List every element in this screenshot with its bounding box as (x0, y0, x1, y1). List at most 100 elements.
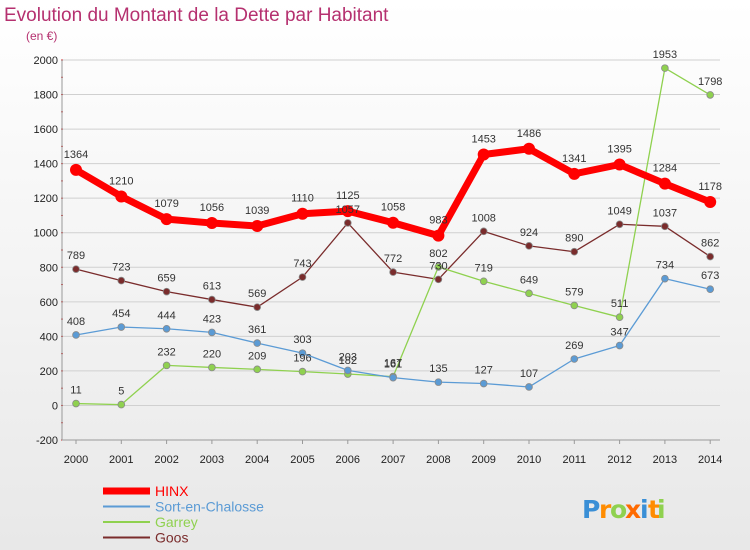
y-tick-label: 1200 (34, 193, 58, 205)
y-tick-label: 2000 (34, 55, 58, 67)
data-point-garrey (570, 301, 579, 310)
data-label-garrey: 5 (118, 386, 124, 398)
data-label-hinx: 1284 (653, 163, 677, 175)
logo-letter: o (610, 495, 627, 524)
data-label-hinx: 1364 (64, 149, 88, 161)
data-point-garrey (706, 91, 714, 99)
data-label-goos: 569 (248, 288, 266, 300)
x-tick-label: 2014 (698, 454, 722, 466)
data-label-goos: 1049 (607, 205, 631, 217)
x-tick-label: 2000 (64, 454, 88, 466)
data-label-garrey: 1953 (653, 49, 677, 61)
data-label-sort-en-chalosse: 408 (67, 316, 85, 328)
logo-letter: i (640, 495, 649, 524)
data-label-sort-en-chalosse: 454 (112, 308, 130, 320)
logo-letter: P (582, 495, 600, 524)
data-label-sort-en-chalosse: 673 (701, 270, 719, 282)
x-tick-label: 2007 (381, 454, 405, 466)
grid-lines (62, 59, 720, 441)
data-label-sort-en-chalosse: 161 (384, 359, 402, 371)
data-point-sort-en-chalosse (389, 373, 397, 382)
y-tick-label: 1600 (34, 124, 58, 136)
data-label-goos: 789 (67, 250, 85, 262)
data-point-garrey (525, 289, 533, 298)
y-tick-label: -200 (36, 435, 58, 447)
legend-label-goos: Goos (155, 530, 188, 546)
data-label-garrey: 232 (157, 346, 175, 358)
data-label-sort-en-chalosse: 444 (157, 310, 175, 322)
logo-letter: i (657, 495, 666, 524)
data-point-goos (343, 219, 352, 227)
data-label-garrey: 1798 (698, 76, 722, 88)
chart-subtitle: (en €) (26, 29, 57, 43)
x-tick-label: 2013 (653, 454, 677, 466)
data-point-hinx (205, 217, 218, 230)
data-labels: 789 723 659 613 569 743 1057 772 730 1008 924 890 10… (64, 49, 723, 397)
x-tick-label: 2005 (290, 454, 314, 466)
data-point-goos (570, 247, 579, 256)
data-point-hinx (704, 195, 717, 208)
x-tick-label: 2009 (471, 454, 495, 466)
data-point-goos (525, 242, 533, 250)
data-point-goos (615, 220, 624, 229)
data-label-hinx: 983 (429, 215, 447, 227)
y-tick-label: 1000 (34, 228, 58, 240)
x-tick-label: 2004 (245, 454, 269, 466)
x-tick-label: 2001 (109, 454, 133, 466)
data-label-goos: 743 (293, 258, 311, 270)
y-tick-label: 1400 (34, 159, 58, 171)
data-point-sort-en-chalosse (253, 339, 262, 347)
data-point-hinx (160, 213, 173, 226)
data-point-garrey (117, 400, 126, 409)
data-point-goos (389, 268, 397, 276)
data-point-sort-en-chalosse (72, 331, 80, 339)
data-point-goos (208, 295, 216, 304)
data-point-hinx (296, 207, 309, 220)
data-point-hinx (341, 205, 354, 218)
data-label-garrey: 182 (339, 355, 357, 367)
y-tick-label: 600 (40, 297, 58, 309)
data-label-hinx: 1210 (109, 175, 133, 187)
data-label-hinx: 1453 (471, 133, 495, 145)
data-label-goos: 1037 (653, 207, 677, 219)
data-point-goos (162, 287, 171, 296)
legend-label-hinx: HINX (155, 483, 189, 499)
data-label-sort-en-chalosse: 303 (293, 334, 311, 346)
data-label-goos: 772 (384, 253, 402, 265)
data-label-sort-en-chalosse: 361 (248, 324, 266, 336)
chart-title: Evolution du Montant de la Dette par Hab… (4, 5, 389, 26)
data-point-hinx (658, 177, 671, 190)
data-point-hinx (387, 216, 400, 229)
data-label-hinx: 1058 (381, 202, 405, 214)
legend-label-sort-en-chalosse: Sort-en-Chalosse (155, 499, 264, 515)
data-point-goos (706, 252, 714, 261)
data-point-hinx (432, 229, 445, 242)
data-point-hinx (477, 148, 490, 161)
y-tick-label: 0 (52, 400, 58, 412)
data-point-garrey (615, 313, 624, 321)
data-label-goos: 613 (203, 281, 221, 293)
data-point-hinx (70, 163, 82, 176)
data-label-sort-en-chalosse: 269 (565, 340, 583, 352)
data-label-garrey: 511 (611, 298, 629, 310)
data-point-sort-en-chalosse (343, 366, 352, 375)
x-tick-label: 2011 (562, 454, 586, 466)
data-label-sort-en-chalosse: 135 (429, 363, 447, 375)
data-point-garrey (434, 263, 443, 271)
data-label-goos: 1057 (336, 204, 360, 216)
data-label-hinx: 1110 (291, 193, 314, 205)
data-label-hinx: 1039 (245, 205, 269, 217)
data-point-sort-en-chalosse (479, 379, 488, 388)
data-label-sort-en-chalosse: 734 (656, 260, 674, 272)
x-tick-label: 2002 (154, 454, 178, 466)
data-point-goos (253, 303, 262, 311)
data-point-sort-en-chalosse (525, 383, 533, 391)
data-label-goos: 890 (565, 233, 583, 245)
data-point-garrey (479, 277, 488, 286)
data-label-sort-en-chalosse: 347 (610, 327, 628, 339)
data-label-garrey: 196 (293, 353, 311, 365)
data-label-goos: 924 (520, 227, 538, 239)
data-point-hinx (251, 219, 264, 232)
